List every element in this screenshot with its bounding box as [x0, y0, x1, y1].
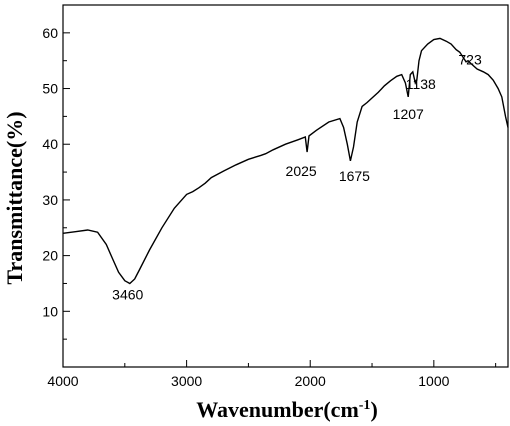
peak-label-1207: 1207 — [393, 106, 424, 122]
y-tick-label: 20 — [42, 248, 58, 264]
y-axis-ticks: 10 20 30 40 50 60 — [42, 25, 70, 340]
x-axis-ticks: 4000 3000 2000 1000 — [47, 360, 497, 389]
x-tick-label: 3000 — [171, 373, 202, 389]
peak-label-1675: 1675 — [339, 168, 370, 184]
x-axis-title: Wavenumber(cm-1) — [196, 397, 378, 422]
plot-frame — [62, 4, 509, 368]
y-tick-label: 10 — [42, 303, 58, 319]
plot-border — [62, 4, 509, 368]
peak-label-1138: 1138 — [406, 76, 436, 92]
y-tick-label: 50 — [42, 81, 58, 97]
x-axis-title-main: Wavenumber(cm — [196, 397, 359, 422]
peak-annotations: 3460 2025 1675 1207 1138 723 — [112, 52, 482, 303]
y-tick-label: 60 — [42, 25, 58, 41]
y-axis-title: Transmittance(%) — [2, 111, 27, 284]
peak-label-3460: 3460 — [112, 286, 143, 302]
transmittance-line — [62, 37, 509, 285]
x-tick-label: 2000 — [295, 373, 326, 389]
peak-label-2025: 2025 — [286, 163, 317, 179]
x-axis-title-close: ) — [370, 397, 377, 422]
x-tick-label: 4000 — [47, 373, 78, 389]
y-tick-label: 40 — [42, 136, 58, 152]
series-layer — [62, 37, 509, 285]
peak-label-723: 723 — [458, 52, 482, 68]
y-tick-label: 30 — [42, 192, 58, 208]
x-axis-title-superscript: -1 — [359, 398, 371, 413]
x-tick-label: 1000 — [418, 373, 449, 389]
